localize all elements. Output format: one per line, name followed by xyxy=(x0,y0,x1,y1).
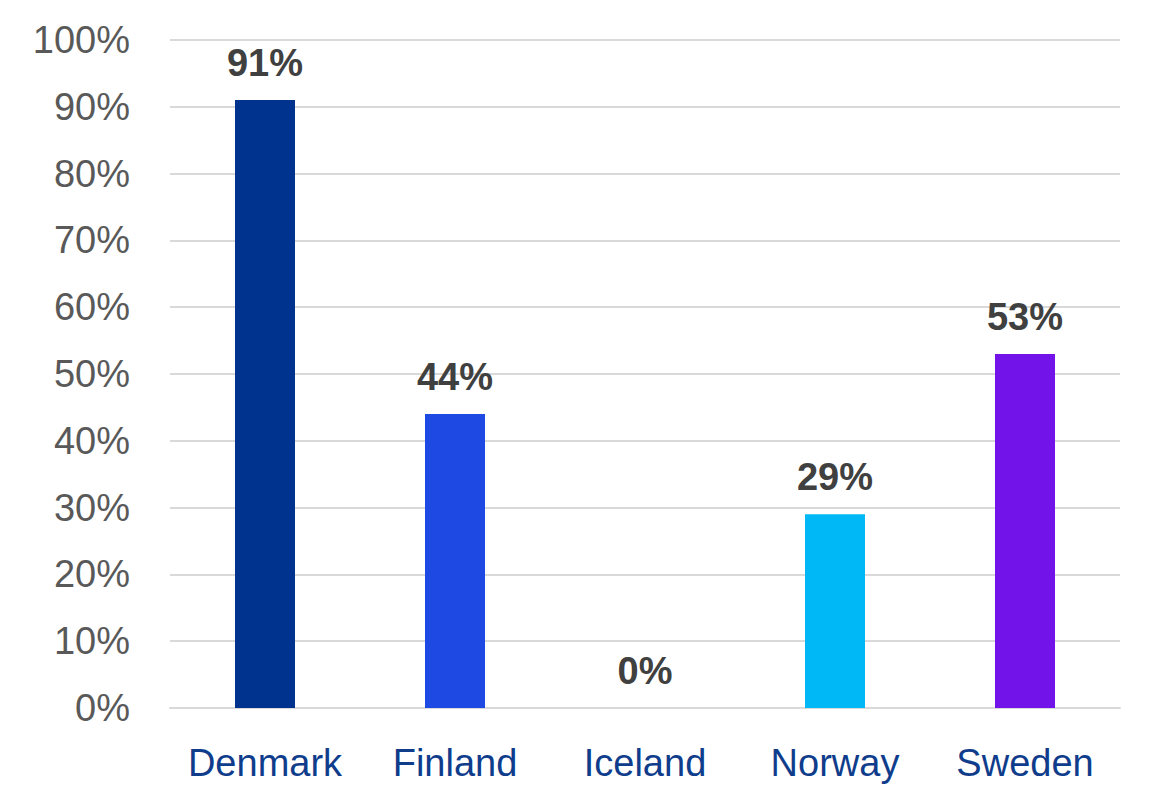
svg-text:29%: 29% xyxy=(797,456,873,498)
svg-text:Finland: Finland xyxy=(393,742,518,784)
svg-text:Norway: Norway xyxy=(771,742,900,784)
svg-text:44%: 44% xyxy=(417,356,493,398)
svg-text:0%: 0% xyxy=(618,650,673,692)
svg-text:53%: 53% xyxy=(987,296,1063,338)
svg-text:0%: 0% xyxy=(75,687,130,729)
svg-text:Iceland: Iceland xyxy=(584,742,707,784)
svg-text:Sweden: Sweden xyxy=(956,742,1093,784)
svg-text:90%: 90% xyxy=(54,86,130,128)
svg-text:60%: 60% xyxy=(54,286,130,328)
svg-text:100%: 100% xyxy=(33,19,130,61)
svg-text:80%: 80% xyxy=(54,153,130,195)
svg-text:20%: 20% xyxy=(54,553,130,595)
svg-text:30%: 30% xyxy=(54,487,130,529)
svg-text:40%: 40% xyxy=(54,420,130,462)
svg-text:50%: 50% xyxy=(54,353,130,395)
svg-text:70%: 70% xyxy=(54,219,130,261)
svg-text:91%: 91% xyxy=(227,42,303,84)
svg-text:Denmark: Denmark xyxy=(188,742,343,784)
svg-text:10%: 10% xyxy=(54,620,130,662)
